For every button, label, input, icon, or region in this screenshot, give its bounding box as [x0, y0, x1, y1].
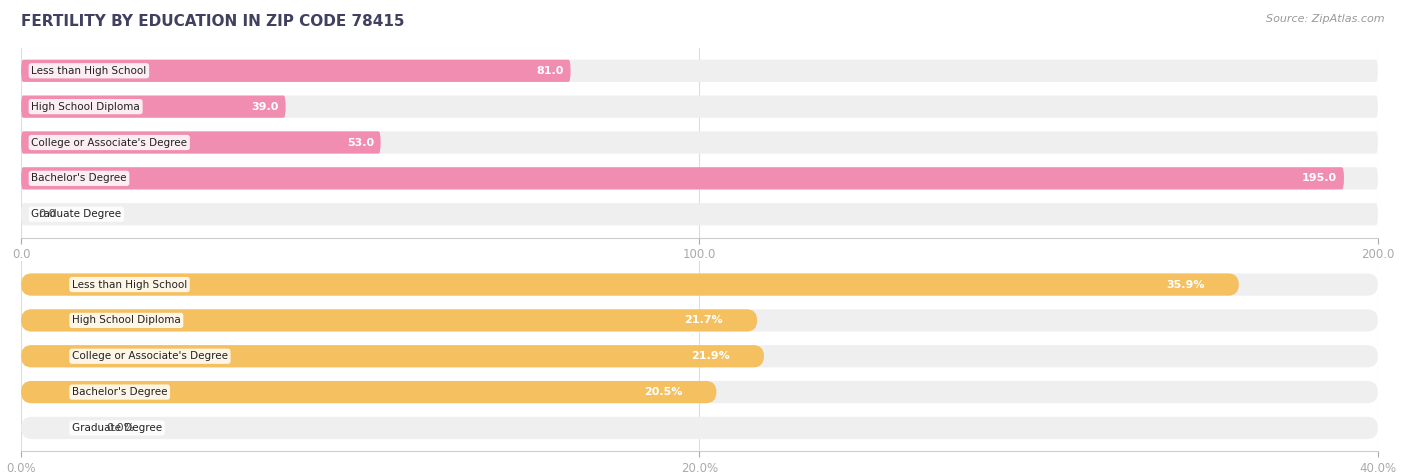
Text: Graduate Degree: Graduate Degree: [31, 209, 121, 219]
FancyBboxPatch shape: [21, 60, 571, 82]
Text: Bachelor's Degree: Bachelor's Degree: [72, 387, 167, 397]
Text: 53.0: 53.0: [347, 137, 374, 148]
Text: High School Diploma: High School Diploma: [31, 102, 141, 112]
Text: 21.7%: 21.7%: [685, 315, 723, 325]
Text: 81.0: 81.0: [537, 66, 564, 76]
Text: 0.0: 0.0: [38, 209, 56, 219]
Text: 0.0%: 0.0%: [105, 423, 134, 433]
FancyBboxPatch shape: [21, 274, 1378, 295]
Text: College or Associate's Degree: College or Associate's Degree: [72, 351, 228, 361]
FancyBboxPatch shape: [21, 132, 381, 153]
FancyBboxPatch shape: [21, 95, 1378, 118]
FancyBboxPatch shape: [21, 345, 1378, 367]
Text: Graduate Degree: Graduate Degree: [72, 423, 162, 433]
FancyBboxPatch shape: [21, 381, 717, 403]
Text: Less than High School: Less than High School: [72, 280, 187, 290]
Text: College or Associate's Degree: College or Associate's Degree: [31, 137, 187, 148]
FancyBboxPatch shape: [21, 274, 1239, 295]
Text: High School Diploma: High School Diploma: [72, 315, 181, 325]
FancyBboxPatch shape: [21, 132, 1378, 153]
FancyBboxPatch shape: [21, 309, 1378, 332]
FancyBboxPatch shape: [21, 95, 285, 118]
FancyBboxPatch shape: [21, 345, 763, 367]
Text: 21.9%: 21.9%: [692, 351, 730, 361]
FancyBboxPatch shape: [21, 203, 1378, 225]
Text: 195.0: 195.0: [1302, 173, 1337, 183]
FancyBboxPatch shape: [21, 381, 1378, 403]
Text: Less than High School: Less than High School: [31, 66, 146, 76]
Text: Source: ZipAtlas.com: Source: ZipAtlas.com: [1267, 14, 1385, 24]
FancyBboxPatch shape: [21, 309, 758, 332]
Text: 39.0: 39.0: [252, 102, 278, 112]
FancyBboxPatch shape: [21, 417, 1378, 439]
FancyBboxPatch shape: [21, 60, 1378, 82]
Text: FERTILITY BY EDUCATION IN ZIP CODE 78415: FERTILITY BY EDUCATION IN ZIP CODE 78415: [21, 14, 405, 29]
FancyBboxPatch shape: [21, 167, 1344, 190]
Text: 35.9%: 35.9%: [1167, 280, 1205, 290]
FancyBboxPatch shape: [21, 167, 1378, 190]
Text: Bachelor's Degree: Bachelor's Degree: [31, 173, 127, 183]
Text: 20.5%: 20.5%: [644, 387, 682, 397]
